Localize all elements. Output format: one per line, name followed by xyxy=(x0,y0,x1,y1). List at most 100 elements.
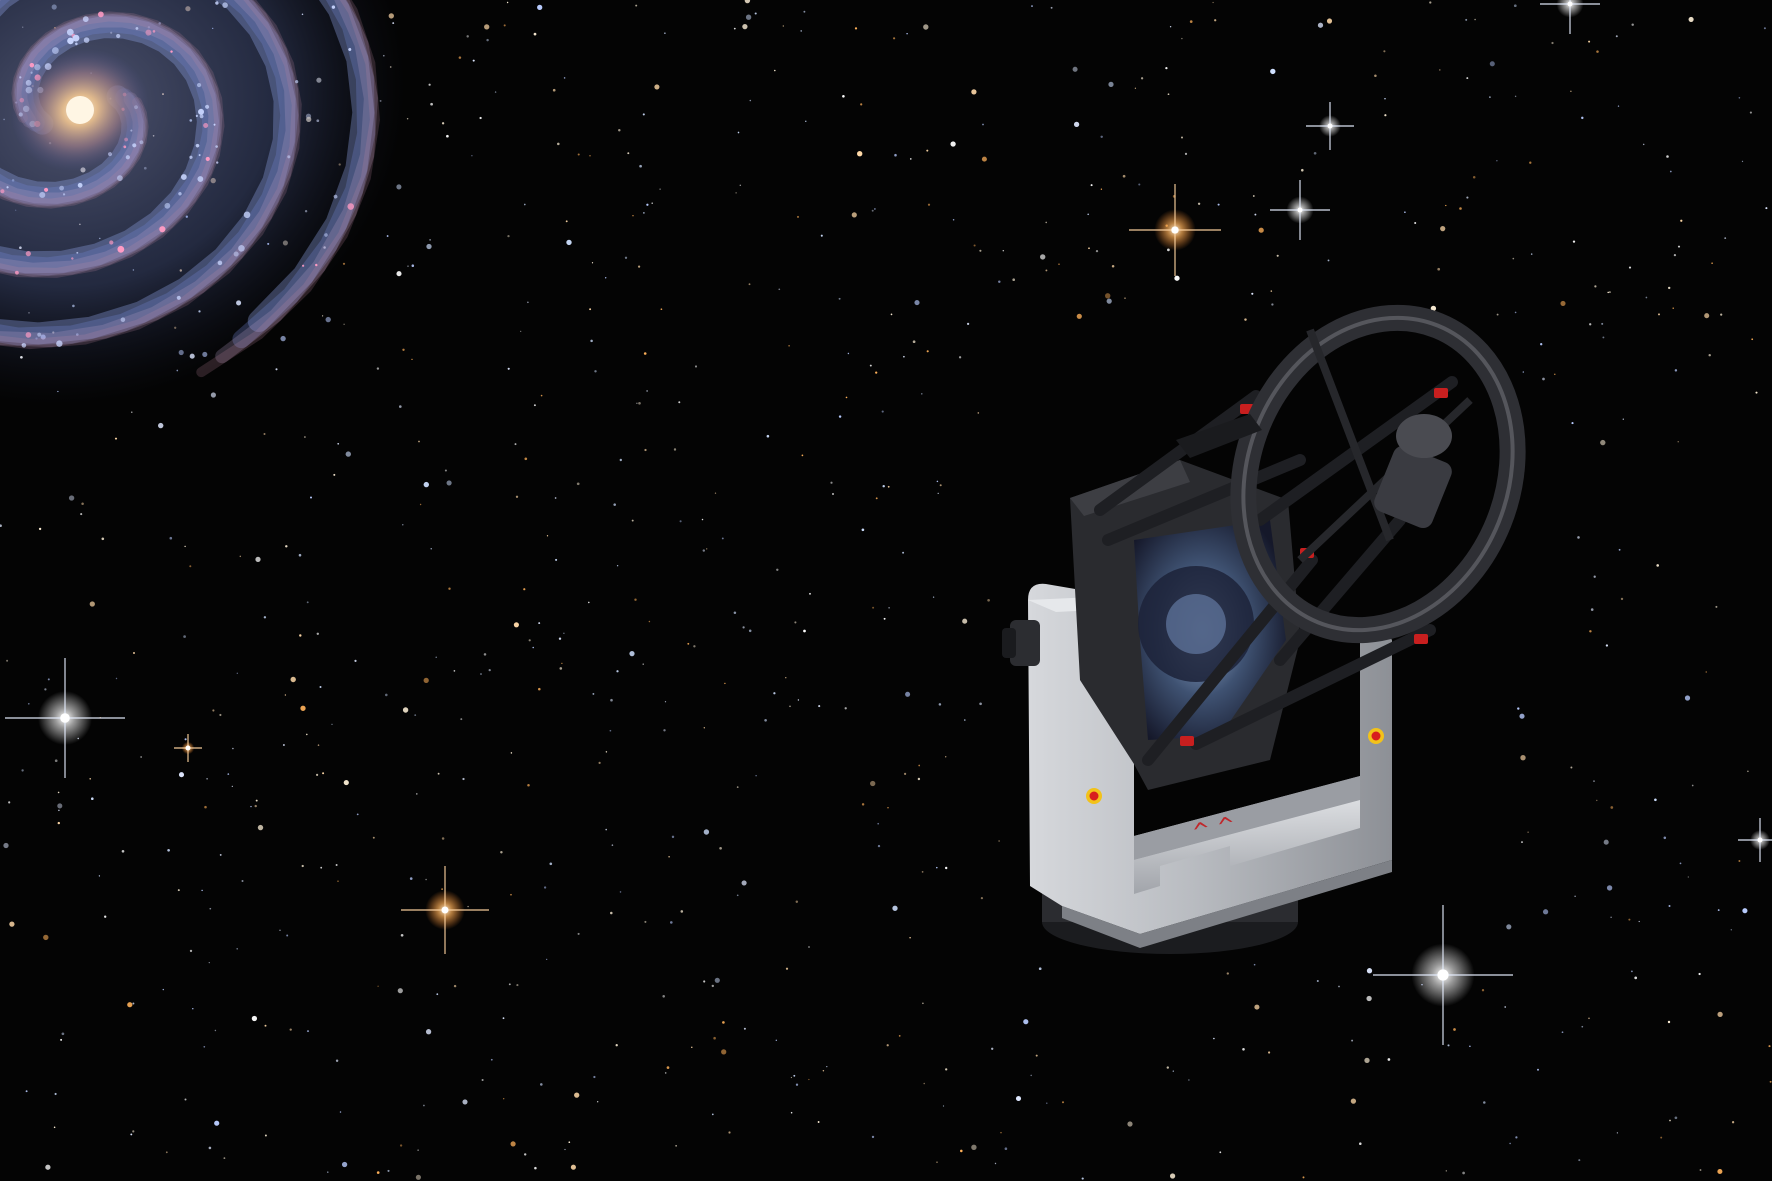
star-icon xyxy=(552,88,556,92)
star-icon xyxy=(565,220,568,223)
star-icon xyxy=(435,656,437,658)
star-icon xyxy=(189,565,192,568)
star-icon xyxy=(714,492,717,494)
star-icon xyxy=(1673,253,1677,257)
star-icon xyxy=(377,985,379,987)
star-icon xyxy=(264,1134,267,1137)
star-icon xyxy=(1462,1171,1465,1175)
star-icon xyxy=(1711,262,1713,265)
star-icon xyxy=(1447,1044,1450,1047)
star-icon xyxy=(121,849,125,853)
star-icon xyxy=(44,688,47,691)
star-icon xyxy=(894,153,897,157)
star-icon xyxy=(1058,263,1060,265)
star-icon xyxy=(648,620,651,623)
star-icon xyxy=(1674,369,1678,372)
star-icon xyxy=(694,365,698,368)
star-icon xyxy=(1189,20,1193,23)
star-icon xyxy=(232,747,234,750)
star-icon xyxy=(1438,69,1441,71)
star-icon xyxy=(722,1021,725,1024)
star-icon xyxy=(755,775,757,777)
star-icon xyxy=(1554,373,1556,376)
star-icon xyxy=(1430,305,1437,312)
star-icon xyxy=(609,729,612,732)
star-icon xyxy=(1645,296,1648,299)
star-icon xyxy=(158,422,164,429)
star-icon xyxy=(979,249,982,252)
star-icon xyxy=(81,502,84,505)
star-icon xyxy=(263,432,266,436)
star-icon xyxy=(669,921,673,924)
star-icon xyxy=(1489,96,1491,98)
star-icon xyxy=(619,891,622,893)
star-icon xyxy=(285,545,288,548)
star-icon xyxy=(396,271,402,277)
star-icon xyxy=(563,77,566,79)
star-icon xyxy=(1258,227,1264,233)
star-icon xyxy=(483,653,487,656)
star-icon xyxy=(1251,292,1254,295)
star-icon xyxy=(306,601,309,604)
star-icon xyxy=(1197,202,1201,205)
star-icon xyxy=(1578,1159,1581,1162)
star-icon xyxy=(789,705,791,708)
star-icon xyxy=(1669,1119,1671,1122)
star-icon xyxy=(1602,336,1605,339)
star-icon xyxy=(1169,1173,1176,1179)
star-icon xyxy=(1474,18,1476,21)
star-icon xyxy=(797,699,800,701)
star-icon xyxy=(1111,265,1115,268)
star-icon xyxy=(98,875,101,877)
star-icon xyxy=(616,670,619,673)
star-icon xyxy=(303,436,306,438)
star-icon xyxy=(643,212,645,214)
star-icon xyxy=(642,663,644,665)
star-icon xyxy=(45,1164,51,1170)
star-icon xyxy=(936,1161,938,1163)
star-icon xyxy=(290,676,296,683)
star-icon xyxy=(54,759,58,763)
star-icon xyxy=(597,1101,599,1103)
star-icon xyxy=(903,772,907,776)
star-icon xyxy=(208,1146,212,1150)
star-icon xyxy=(210,392,216,398)
star-icon xyxy=(909,158,912,160)
star-icon xyxy=(132,1130,135,1133)
star-icon xyxy=(320,866,323,869)
star-icon xyxy=(887,806,889,809)
star-icon xyxy=(818,705,821,708)
star-icon xyxy=(977,412,980,414)
star-icon xyxy=(1618,548,1621,551)
star-icon xyxy=(426,243,432,250)
star-icon xyxy=(1603,839,1609,845)
star-icon xyxy=(401,866,489,954)
star-icon xyxy=(523,1153,527,1156)
star-icon xyxy=(566,239,572,246)
star-icon xyxy=(343,323,345,326)
star-icon xyxy=(671,835,675,839)
star-icon xyxy=(1326,18,1333,24)
star-icon xyxy=(429,239,431,241)
star-icon xyxy=(902,551,905,554)
star-icon xyxy=(1106,298,1112,304)
star-icon xyxy=(1489,61,1495,67)
star-icon xyxy=(343,780,349,786)
star-icon xyxy=(1317,22,1324,28)
star-icon xyxy=(446,480,452,486)
star-icon xyxy=(1755,391,1758,394)
star-icon xyxy=(927,203,931,206)
star-icon xyxy=(887,485,890,488)
star-icon xyxy=(214,1029,217,1032)
star-icon xyxy=(423,481,429,488)
star-icon xyxy=(664,701,667,703)
star-icon xyxy=(339,1111,342,1113)
star-icon xyxy=(636,402,638,405)
star-icon xyxy=(1181,37,1183,40)
star-icon xyxy=(1738,860,1741,862)
star-icon xyxy=(127,1002,133,1008)
star-icon xyxy=(754,12,757,15)
star-icon xyxy=(964,719,966,721)
star-icon xyxy=(808,946,810,948)
star-icon xyxy=(534,1166,537,1170)
